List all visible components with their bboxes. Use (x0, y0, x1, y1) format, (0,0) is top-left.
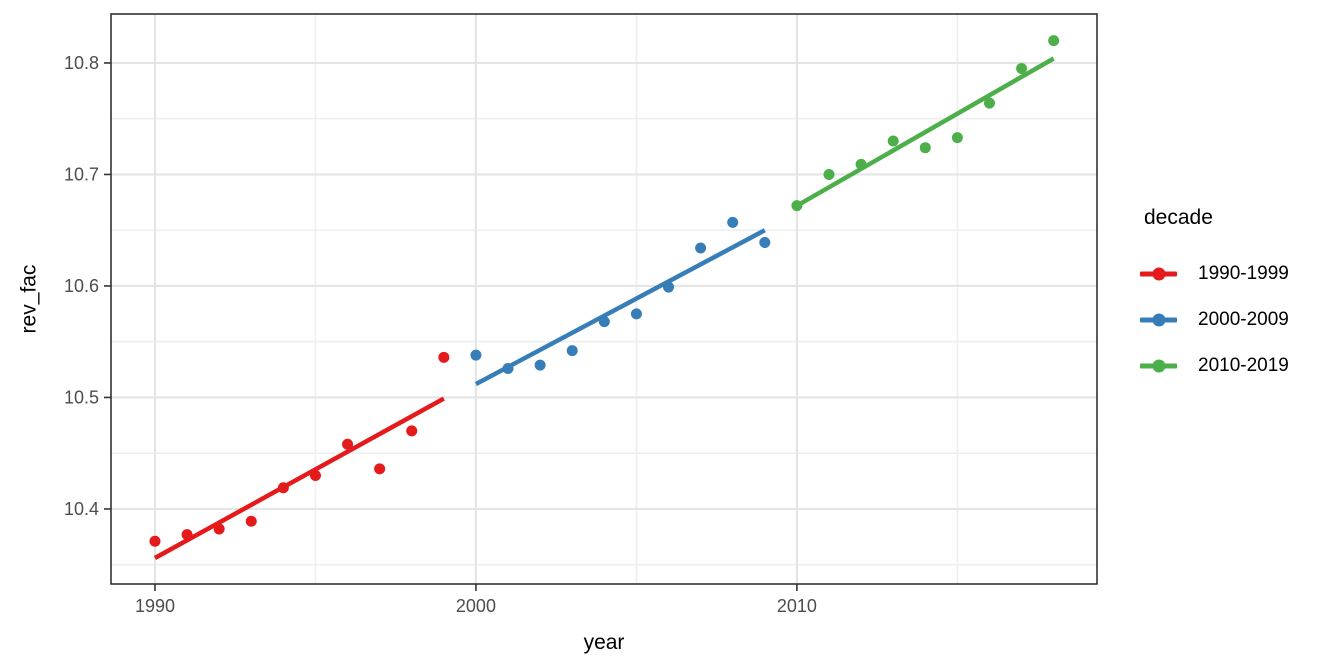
trend-line (474, 228, 766, 387)
trend-line (153, 396, 445, 560)
data-point (438, 351, 450, 363)
data-point (791, 200, 803, 212)
legend-key (1140, 267, 1177, 282)
panel-border (110, 13, 1098, 585)
y-axis-title: rev_fac (17, 264, 41, 334)
data-point (502, 362, 514, 374)
panel-background (111, 14, 1097, 584)
x-tick-label: 2010 (777, 596, 817, 616)
data-point (277, 482, 289, 494)
y-tick-label: 10.5 (64, 387, 99, 407)
data-point (855, 158, 867, 170)
legend-title: decade (1144, 206, 1213, 229)
data-point (695, 242, 707, 254)
data-point (663, 281, 675, 293)
y-tick-label: 10.8 (64, 53, 99, 73)
data-point (149, 535, 161, 547)
legend-item: 2000-2009 (1140, 297, 1340, 343)
data-point (245, 515, 257, 527)
data-point (1016, 63, 1028, 75)
data-point (309, 470, 321, 482)
legend-item: 2010-2019 (1140, 343, 1340, 389)
data-point (406, 425, 418, 437)
data-point (823, 168, 835, 180)
data-point (374, 463, 386, 475)
legend-key-dot (1152, 313, 1165, 327)
y-tick-label: 10.6 (64, 276, 99, 296)
legend-key-dot (1152, 267, 1165, 281)
data-point (213, 523, 225, 535)
data-point (566, 345, 578, 357)
data-point (951, 132, 963, 144)
legend-item-label: 1990-1999 (1198, 263, 1289, 284)
x-axis-title: year (583, 631, 625, 654)
y-tick-label: 10.7 (64, 164, 99, 184)
data-point (342, 438, 354, 450)
legend-item-label: 2010-2019 (1198, 355, 1289, 376)
legend-key (1140, 359, 1177, 374)
trend-line (795, 56, 1055, 208)
data-point (1048, 35, 1060, 47)
data-point (598, 316, 610, 328)
data-point (181, 529, 193, 541)
data-point (983, 97, 995, 109)
legend-key (1140, 313, 1177, 328)
data-point (727, 216, 739, 228)
legend-item-label: 2000-2009 (1198, 309, 1289, 330)
x-tick-label: 1990 (135, 596, 175, 616)
data-point (470, 349, 482, 361)
data-point (919, 142, 931, 154)
data-point (887, 135, 899, 147)
y-tick-label: 10.4 (64, 499, 99, 519)
x-tick-label: 2000 (456, 596, 496, 616)
data-point (759, 236, 771, 248)
data-point (630, 308, 642, 320)
legend-key-dot (1152, 359, 1165, 373)
legend: decade 1990-1999 2000-2009 2010-2019 (1140, 206, 1340, 389)
data-point (534, 359, 546, 371)
legend-item: 1990-1999 (1140, 251, 1340, 297)
